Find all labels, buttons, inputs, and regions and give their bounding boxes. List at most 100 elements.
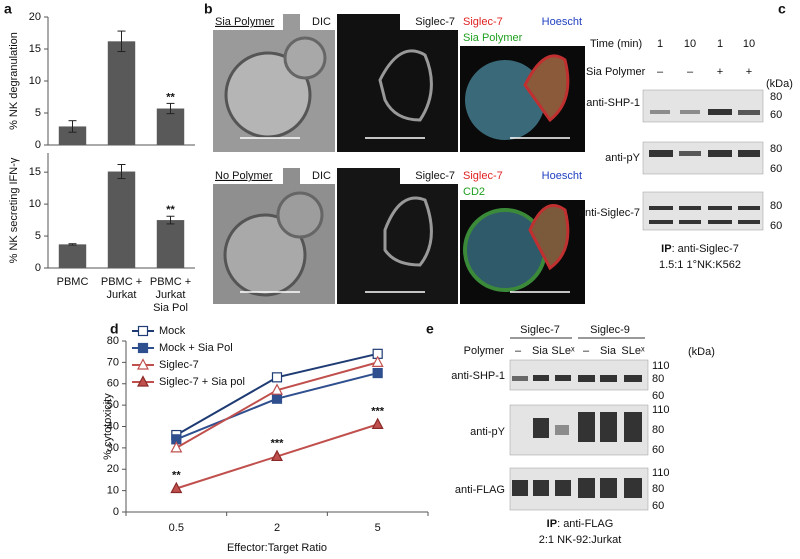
x-tick-line: PBMC + — [101, 276, 142, 288]
marker — [170, 481, 183, 494]
ip-label: IP: anti-Siglec-7 — [661, 243, 739, 255]
channel-label: Siglec-7 — [415, 170, 455, 182]
condition-label: No Polymer — [215, 170, 273, 182]
marker — [271, 393, 283, 404]
marker — [137, 342, 149, 354]
legend-label: Mock — [159, 325, 186, 337]
lane-label: – — [583, 345, 590, 357]
marker — [170, 441, 183, 453]
group-label: Siglec-7 — [520, 324, 560, 336]
ratio-label: 1.5:1 1°NK:K562 — [659, 259, 741, 271]
y-tick-label: 0 — [113, 506, 119, 518]
kda-marker: 60 — [770, 220, 782, 232]
y-tick-label: 0 — [35, 139, 41, 151]
y-tick-label: 80 — [107, 335, 119, 347]
label-bg — [213, 168, 283, 184]
bar — [107, 41, 136, 145]
label-bg — [400, 14, 458, 30]
channel-label: Siglec-7 — [463, 16, 503, 28]
kda-marker: 60 — [652, 444, 664, 456]
x-axis-label: Effector:Target Ratio — [227, 542, 327, 554]
marker — [371, 355, 384, 367]
marker — [372, 367, 383, 379]
bar — [58, 126, 87, 145]
lane-label: 10 — [743, 38, 755, 50]
panel-label: a — [4, 1, 12, 17]
y-tick-label: 30 — [107, 442, 119, 454]
western-blot — [642, 89, 764, 231]
kda-marker: 80 — [652, 483, 664, 495]
x-tick-label: PBMC — [57, 276, 89, 288]
x-tick-line: Jurkat — [107, 289, 137, 301]
error-bar — [166, 102, 175, 115]
x-tick-label: PBMC + Jurkat Sia Pol — [150, 276, 191, 314]
error-bar — [117, 30, 126, 53]
kda-marker: 110 — [652, 360, 670, 372]
x-tick-line: 0.5 — [169, 522, 184, 534]
blot-label: anti-SHP-1 — [451, 370, 505, 382]
channel-label: Hoescht — [542, 170, 582, 182]
y-tick-label: 20 — [107, 463, 119, 475]
blot-label: anti-FLAG — [455, 484, 505, 496]
label-bg — [460, 168, 585, 200]
y-tick-label: 50 — [107, 399, 119, 411]
western-blot — [509, 359, 649, 511]
y-tick-label: 40 — [107, 420, 119, 432]
x-tick-line: 2 — [274, 522, 280, 534]
kda-marker: 60 — [652, 390, 664, 402]
y-tick-label: 70 — [107, 356, 119, 368]
x-tick-label: 0.5 — [169, 522, 184, 534]
y-tick-label: 5 — [35, 107, 41, 119]
legend-label: Mock + Sia Pol — [159, 342, 233, 354]
label-bg — [213, 14, 283, 30]
lane-label: – — [687, 66, 694, 78]
ip: IP — [661, 243, 671, 255]
y-axis-label: % cytotoxicity — [102, 393, 114, 460]
kda-marker: 80 — [652, 424, 664, 436]
marker — [137, 358, 149, 370]
micrographs — [213, 14, 585, 304]
lane-label: – — [657, 66, 664, 78]
kda-marker: 110 — [652, 404, 670, 416]
channel-label: Hoescht — [542, 16, 582, 28]
y-axis-label: % NK secreting IFN-γ — [8, 157, 20, 263]
bar — [58, 244, 87, 268]
lane-label: + — [717, 66, 723, 78]
x-tick-line: PBMC + — [150, 276, 191, 288]
channel-label: CD2 — [463, 186, 485, 198]
y-tick-label: 10 — [29, 75, 41, 87]
panel-label: e — [426, 321, 434, 337]
marker — [137, 325, 149, 337]
panel-label: d — [110, 321, 119, 337]
marker — [371, 417, 384, 429]
error-bar — [68, 243, 77, 246]
blot-label: anti-pY — [470, 426, 506, 438]
kda-marker: 60 — [770, 109, 782, 121]
channel-label: Sia Polymer — [463, 32, 523, 44]
y-tick-label: 60 — [107, 378, 119, 390]
x-tick-line: Jurkat — [156, 289, 186, 301]
lane-label: 1 — [657, 38, 663, 50]
lane-label: 10 — [684, 38, 696, 50]
error-bar — [68, 120, 77, 133]
kda-marker: 80 — [652, 373, 664, 385]
label-bg — [300, 14, 335, 30]
kda-marker: 80 — [770, 143, 782, 155]
panel-label: c — [778, 1, 786, 17]
annotation: *** — [271, 437, 285, 449]
channel-label: Siglec-7 — [415, 16, 455, 28]
lane-label: – — [515, 345, 522, 357]
error-bar — [117, 164, 126, 180]
x-tick-line: 5 — [375, 522, 381, 534]
y-tick-label: 10 — [29, 198, 41, 210]
x-tick-line: PBMC — [57, 276, 89, 288]
condition-label: Sia Polymer — [215, 16, 275, 28]
y-tick-label: 10 — [107, 485, 119, 497]
label-bg — [460, 14, 585, 46]
y-axis-label: % NK degranulation — [8, 32, 20, 130]
bar — [156, 220, 185, 268]
x-tick-label: 2 — [274, 522, 280, 534]
x-tick-label: PBMC + Jurkat — [101, 276, 142, 301]
kda-label: (kDa) — [766, 78, 793, 90]
